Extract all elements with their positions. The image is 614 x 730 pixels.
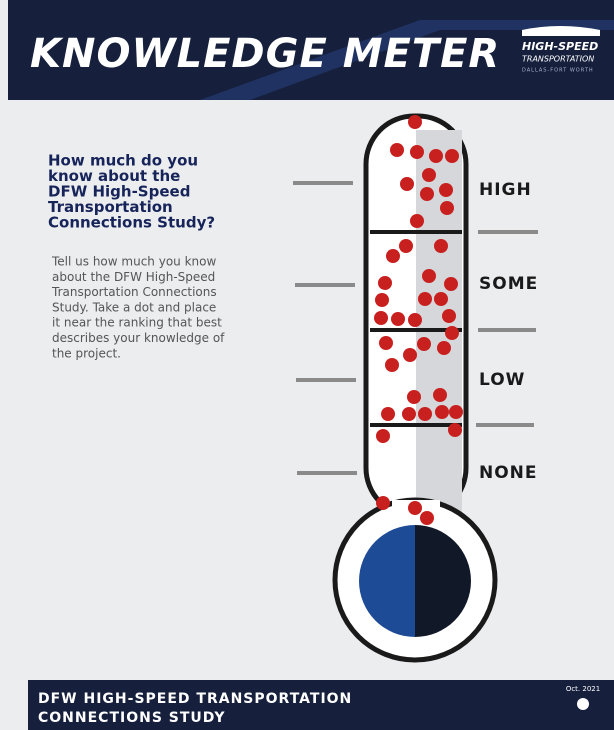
dot [448,423,462,437]
dot [402,407,416,421]
dot [433,388,447,402]
footer-title: DFW HIGH-SPEED TRANSPORTATION [38,691,352,707]
dot [439,183,453,197]
dot [376,429,390,443]
dot [449,405,463,419]
dot [445,149,459,163]
title: KNOWLEDGE METER [30,31,500,77]
dot [434,239,448,253]
dot [408,115,422,129]
dot [429,149,443,163]
dot [381,407,395,421]
footer-title: CONNECTIONS STUDY [38,710,226,726]
dot [376,496,390,510]
dot [399,239,413,253]
question-line: Connections Study? [48,214,215,232]
footer-date: Oct. 2021 [566,685,600,693]
poster: KNOWLEDGE METER HIGH-SPEED TRANSPORTATIO… [0,0,614,730]
dot [445,326,459,340]
dot [437,341,451,355]
dot [435,405,449,419]
instruction-line: the project. [52,346,121,360]
dot [408,501,422,515]
background [0,0,614,730]
dot [410,145,424,159]
dot [385,358,399,372]
instruction-line: Tell us how much you know [51,255,216,269]
logo-line: HIGH-SPEED [522,40,598,53]
dot [374,311,388,325]
dot [440,201,454,215]
dot [418,292,432,306]
logo-line: DALLAS-FORT WORTH [522,68,594,74]
dot [420,187,434,201]
dot [410,214,424,228]
dot [444,277,458,291]
dot [400,177,414,191]
footer-logo [577,698,589,710]
level-label: SOME [479,274,538,294]
instruction-line: about the DFW High-Speed [52,270,215,284]
dot [420,511,434,525]
dot [390,143,404,157]
instruction-line: Study. Take a dot and place [52,300,216,314]
dot [422,168,436,182]
level-label: HIGH [479,180,532,200]
dot [408,313,422,327]
instruction-line: describes your knowledge of [52,331,225,345]
instruction-line: it near the ranking that best [52,316,222,330]
dot [403,348,417,362]
dot [442,309,456,323]
level-label: LOW [479,370,525,390]
dot [407,390,421,404]
tube-shade [416,130,462,514]
logo-line: TRANSPORTATION [522,55,594,64]
dot [418,407,432,421]
dot [434,292,448,306]
dot [417,337,431,351]
dot [391,312,405,326]
dot [386,249,400,263]
dot [378,276,392,290]
level-label: NONE [479,463,538,483]
dot [422,269,436,283]
dot [375,293,389,307]
dot [379,336,393,350]
instruction-line: Transportation Connections [51,285,217,299]
